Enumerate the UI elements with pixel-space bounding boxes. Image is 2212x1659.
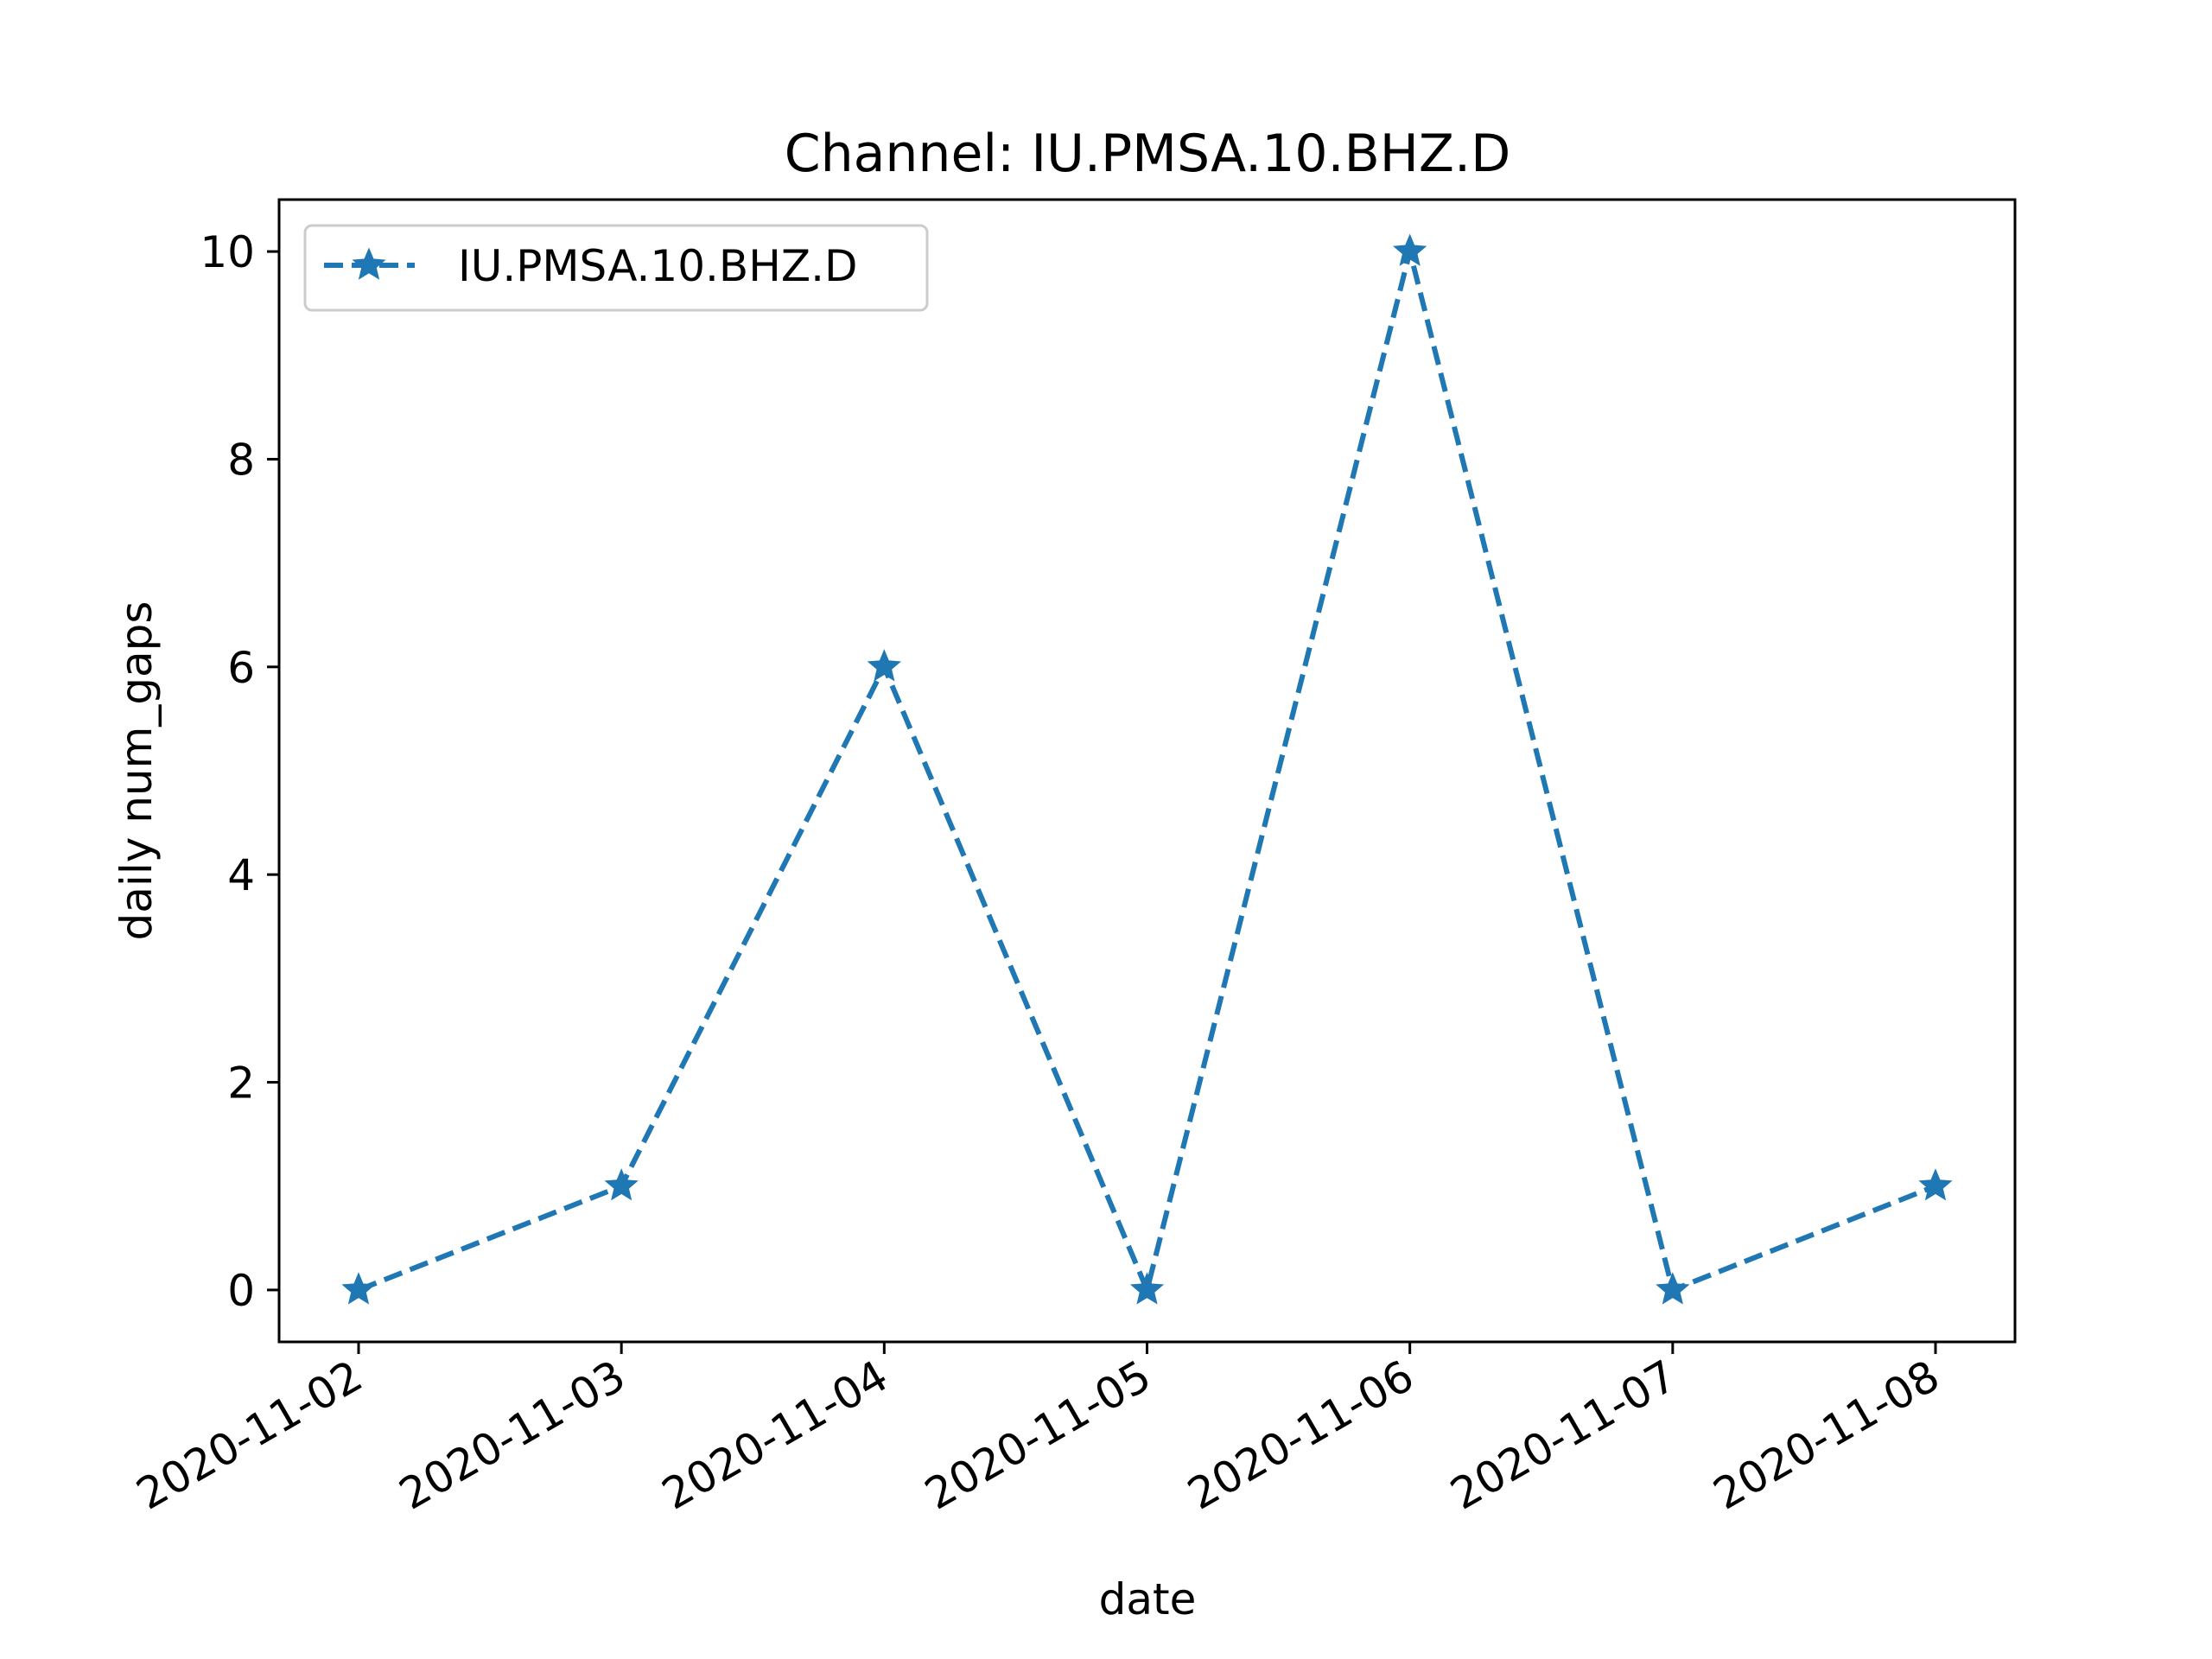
y-axis-label: daily num_gaps	[111, 601, 162, 941]
legend: IU.PMSA.10.BHZ.D	[303, 224, 929, 312]
chart-title: Channel: IU.PMSA.10.BHZ.D	[785, 124, 1511, 184]
x-tick-label: 2020-11-02	[128, 1351, 371, 1520]
y-tick-label: 8	[227, 435, 255, 485]
data-point-marker	[341, 1272, 376, 1305]
x-tick-label: 2020-11-04	[654, 1351, 897, 1520]
legend-box	[303, 224, 929, 312]
plot-area	[277, 198, 2017, 1344]
x-axis: 2020-11-02 2020-11-03 2020-11-04 2020-11-05…	[128, 1342, 1948, 1520]
x-tick-label: 2020-11-08	[1705, 1351, 1948, 1520]
y-tick-label: 2	[227, 1058, 255, 1109]
data-point-marker	[1656, 1272, 1690, 1305]
series-markers	[341, 233, 1953, 1305]
data-point-marker	[867, 649, 902, 682]
y-tick-label: 4	[227, 850, 255, 900]
data-point-marker	[1129, 1272, 1165, 1305]
y-axis: 0 2 4 6 8 10	[200, 227, 279, 1316]
y-tick-label: 0	[227, 1266, 255, 1316]
x-tick-label: 2020-11-03	[391, 1351, 634, 1520]
data-point-marker	[604, 1168, 639, 1201]
x-tick-label: 2020-11-05	[917, 1351, 1160, 1520]
y-tick-label: 6	[227, 643, 255, 693]
data-point-marker	[1393, 233, 1427, 266]
x-axis-label: date	[1099, 1574, 1197, 1624]
x-tick-label: 2020-11-06	[1179, 1351, 1422, 1520]
legend-label: IU.PMSA.10.BHZ.D	[458, 241, 857, 291]
legend-marker-sample	[352, 247, 386, 280]
data-point-marker	[1918, 1168, 1953, 1201]
x-tick-label: 2020-11-07	[1442, 1351, 1685, 1520]
y-tick-label: 10	[200, 227, 255, 277]
